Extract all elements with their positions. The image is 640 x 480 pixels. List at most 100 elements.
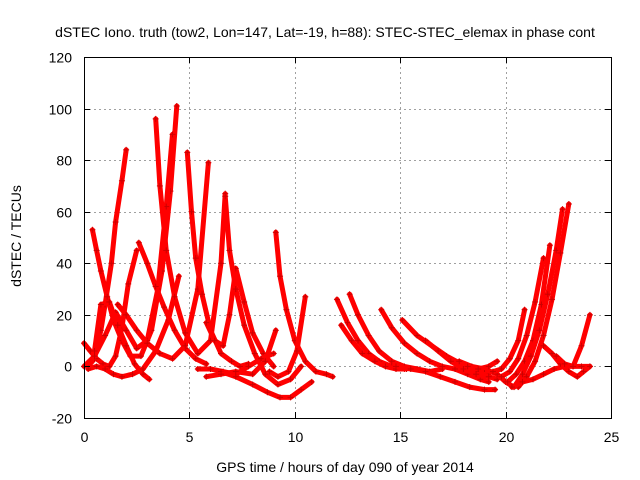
data-point — [226, 311, 233, 318]
data-point — [118, 373, 125, 380]
data-point — [481, 386, 488, 393]
data-point — [298, 363, 305, 370]
data-point — [485, 378, 492, 385]
data-point — [515, 355, 522, 362]
data-point — [540, 371, 547, 378]
data-point — [312, 368, 319, 375]
data-point — [222, 193, 229, 200]
data-point — [378, 306, 385, 313]
data-point — [308, 378, 315, 385]
data-point — [392, 363, 399, 370]
data-point — [169, 131, 176, 138]
series-15 — [203, 327, 279, 380]
data-point — [102, 366, 109, 373]
data-point — [546, 242, 553, 249]
y-tick-label: -20 — [52, 411, 72, 427]
data-point — [506, 368, 513, 375]
x-tick-label: 10 — [288, 429, 304, 445]
x-tick-label: 15 — [393, 429, 409, 445]
data-point — [270, 363, 277, 370]
data-point — [274, 381, 281, 388]
data-point — [97, 301, 104, 308]
data-point — [578, 342, 585, 349]
data-point — [114, 301, 121, 308]
data-point — [241, 322, 248, 329]
series-23 — [392, 363, 499, 393]
data-point — [439, 363, 446, 370]
data-point — [133, 247, 140, 254]
data-point — [513, 371, 520, 378]
x-tick-label: 0 — [81, 429, 89, 445]
data-point — [171, 293, 178, 300]
data-point — [91, 353, 98, 360]
data-point — [287, 376, 294, 383]
data-point — [211, 337, 218, 344]
data-point — [586, 363, 593, 370]
data-point — [97, 268, 104, 275]
data-point — [544, 291, 551, 298]
data-point — [272, 229, 279, 236]
data-point — [125, 280, 132, 287]
data-point — [382, 363, 389, 370]
x-tick-label: 5 — [186, 429, 194, 445]
data-point — [527, 353, 534, 360]
data-point — [464, 363, 471, 370]
data-point — [232, 368, 239, 375]
series-line — [218, 369, 315, 400]
data-point — [249, 381, 256, 388]
series-line — [136, 240, 209, 367]
data-point — [302, 293, 309, 300]
data-point — [258, 355, 265, 362]
data-point — [277, 394, 284, 401]
data-point — [135, 239, 142, 246]
data-point — [236, 363, 243, 370]
data-point — [232, 286, 239, 293]
data-point — [532, 298, 539, 305]
data-point — [475, 366, 482, 373]
y-tick-label: 0 — [64, 359, 72, 375]
data-point — [93, 247, 100, 254]
data-point — [114, 322, 121, 329]
data-point — [515, 337, 522, 344]
plot-series — [81, 102, 593, 401]
data-point — [171, 327, 178, 334]
data-point — [274, 373, 281, 380]
data-point — [249, 329, 256, 336]
data-point — [89, 226, 96, 233]
data-point — [112, 353, 119, 360]
data-point — [203, 360, 210, 367]
series-line — [81, 131, 175, 369]
data-point — [161, 304, 168, 311]
series-line — [378, 307, 492, 385]
series-24 — [422, 337, 501, 383]
data-point — [447, 358, 454, 365]
data-point — [146, 376, 153, 383]
data-point — [218, 260, 225, 267]
data-point — [521, 306, 528, 313]
data-point — [262, 358, 269, 365]
data-point — [218, 371, 225, 378]
data-point — [551, 366, 558, 373]
data-point — [540, 342, 547, 349]
data-point — [207, 366, 214, 373]
y-tick-label: 40 — [56, 256, 72, 272]
series-line — [505, 242, 553, 385]
x-axis-label: GPS time / hours of day 090 of year 2014 — [216, 459, 474, 475]
data-point — [93, 363, 100, 370]
data-point — [133, 345, 140, 352]
data-point — [376, 347, 383, 354]
data-point — [203, 319, 210, 326]
data-point — [226, 247, 233, 254]
data-point — [182, 342, 189, 349]
data-point — [163, 247, 170, 254]
data-point — [152, 283, 159, 290]
series-17 — [266, 293, 309, 380]
data-point — [285, 368, 292, 375]
data-point — [344, 319, 351, 326]
data-point — [199, 291, 206, 298]
series-16 — [272, 229, 336, 380]
data-point — [228, 358, 235, 365]
series-line — [498, 255, 546, 380]
data-point — [251, 350, 258, 357]
